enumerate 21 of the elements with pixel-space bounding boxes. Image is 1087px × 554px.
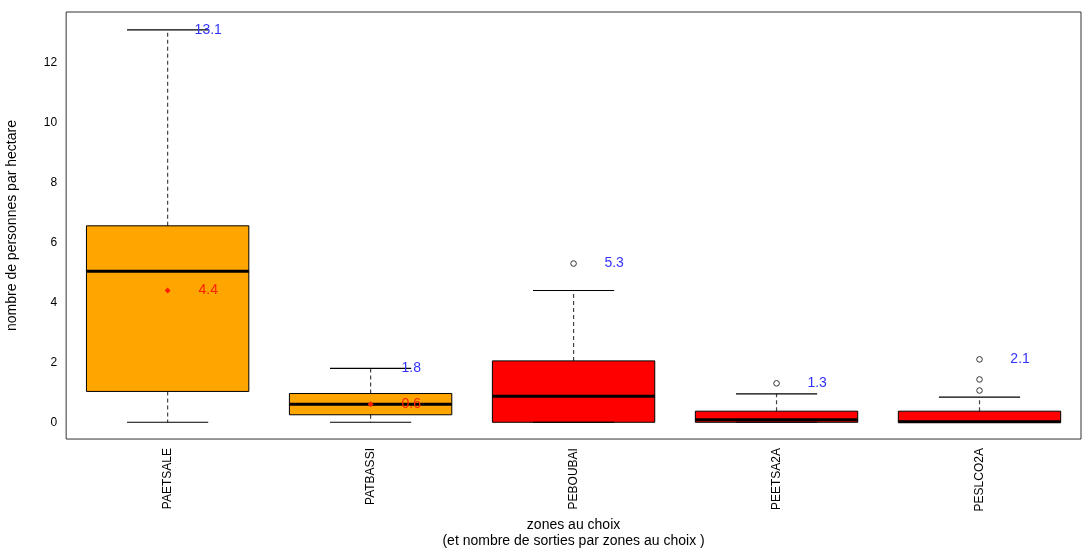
y-tick-label: 10 bbox=[43, 115, 58, 130]
y-tick-label: 2 bbox=[50, 354, 58, 369]
annotation: 4.4 bbox=[198, 281, 219, 298]
y-tick-label: 0 bbox=[50, 414, 58, 429]
y-tick-label: 4 bbox=[50, 294, 58, 309]
y-tick-label: 8 bbox=[50, 175, 58, 190]
x-tick-label: PAETSALE bbox=[159, 448, 174, 510]
y-axis-title: nombre de personnes par hectare bbox=[3, 119, 20, 331]
y-tick-label: 12 bbox=[43, 55, 58, 70]
annotation: 5.3 bbox=[604, 254, 625, 271]
x-tick-label: PEETSA2A bbox=[768, 448, 783, 511]
annotation: 1.3 bbox=[807, 374, 828, 391]
annotation: 1.8 bbox=[401, 359, 422, 376]
y-tick-label: 6 bbox=[50, 234, 58, 249]
annotation: 2.1 bbox=[1010, 350, 1031, 367]
x-tick-label: PESLCO2A bbox=[971, 448, 986, 512]
x-axis-title: zones au choix (et nombre de sorties par zones au choix ) bbox=[442, 515, 705, 549]
annotation: 0.6 bbox=[401, 395, 422, 412]
annotation: 13.1 bbox=[194, 20, 223, 37]
x-tick-label: PEBOUBAI bbox=[565, 448, 580, 510]
x-tick-label: PATBASSI bbox=[362, 448, 377, 505]
